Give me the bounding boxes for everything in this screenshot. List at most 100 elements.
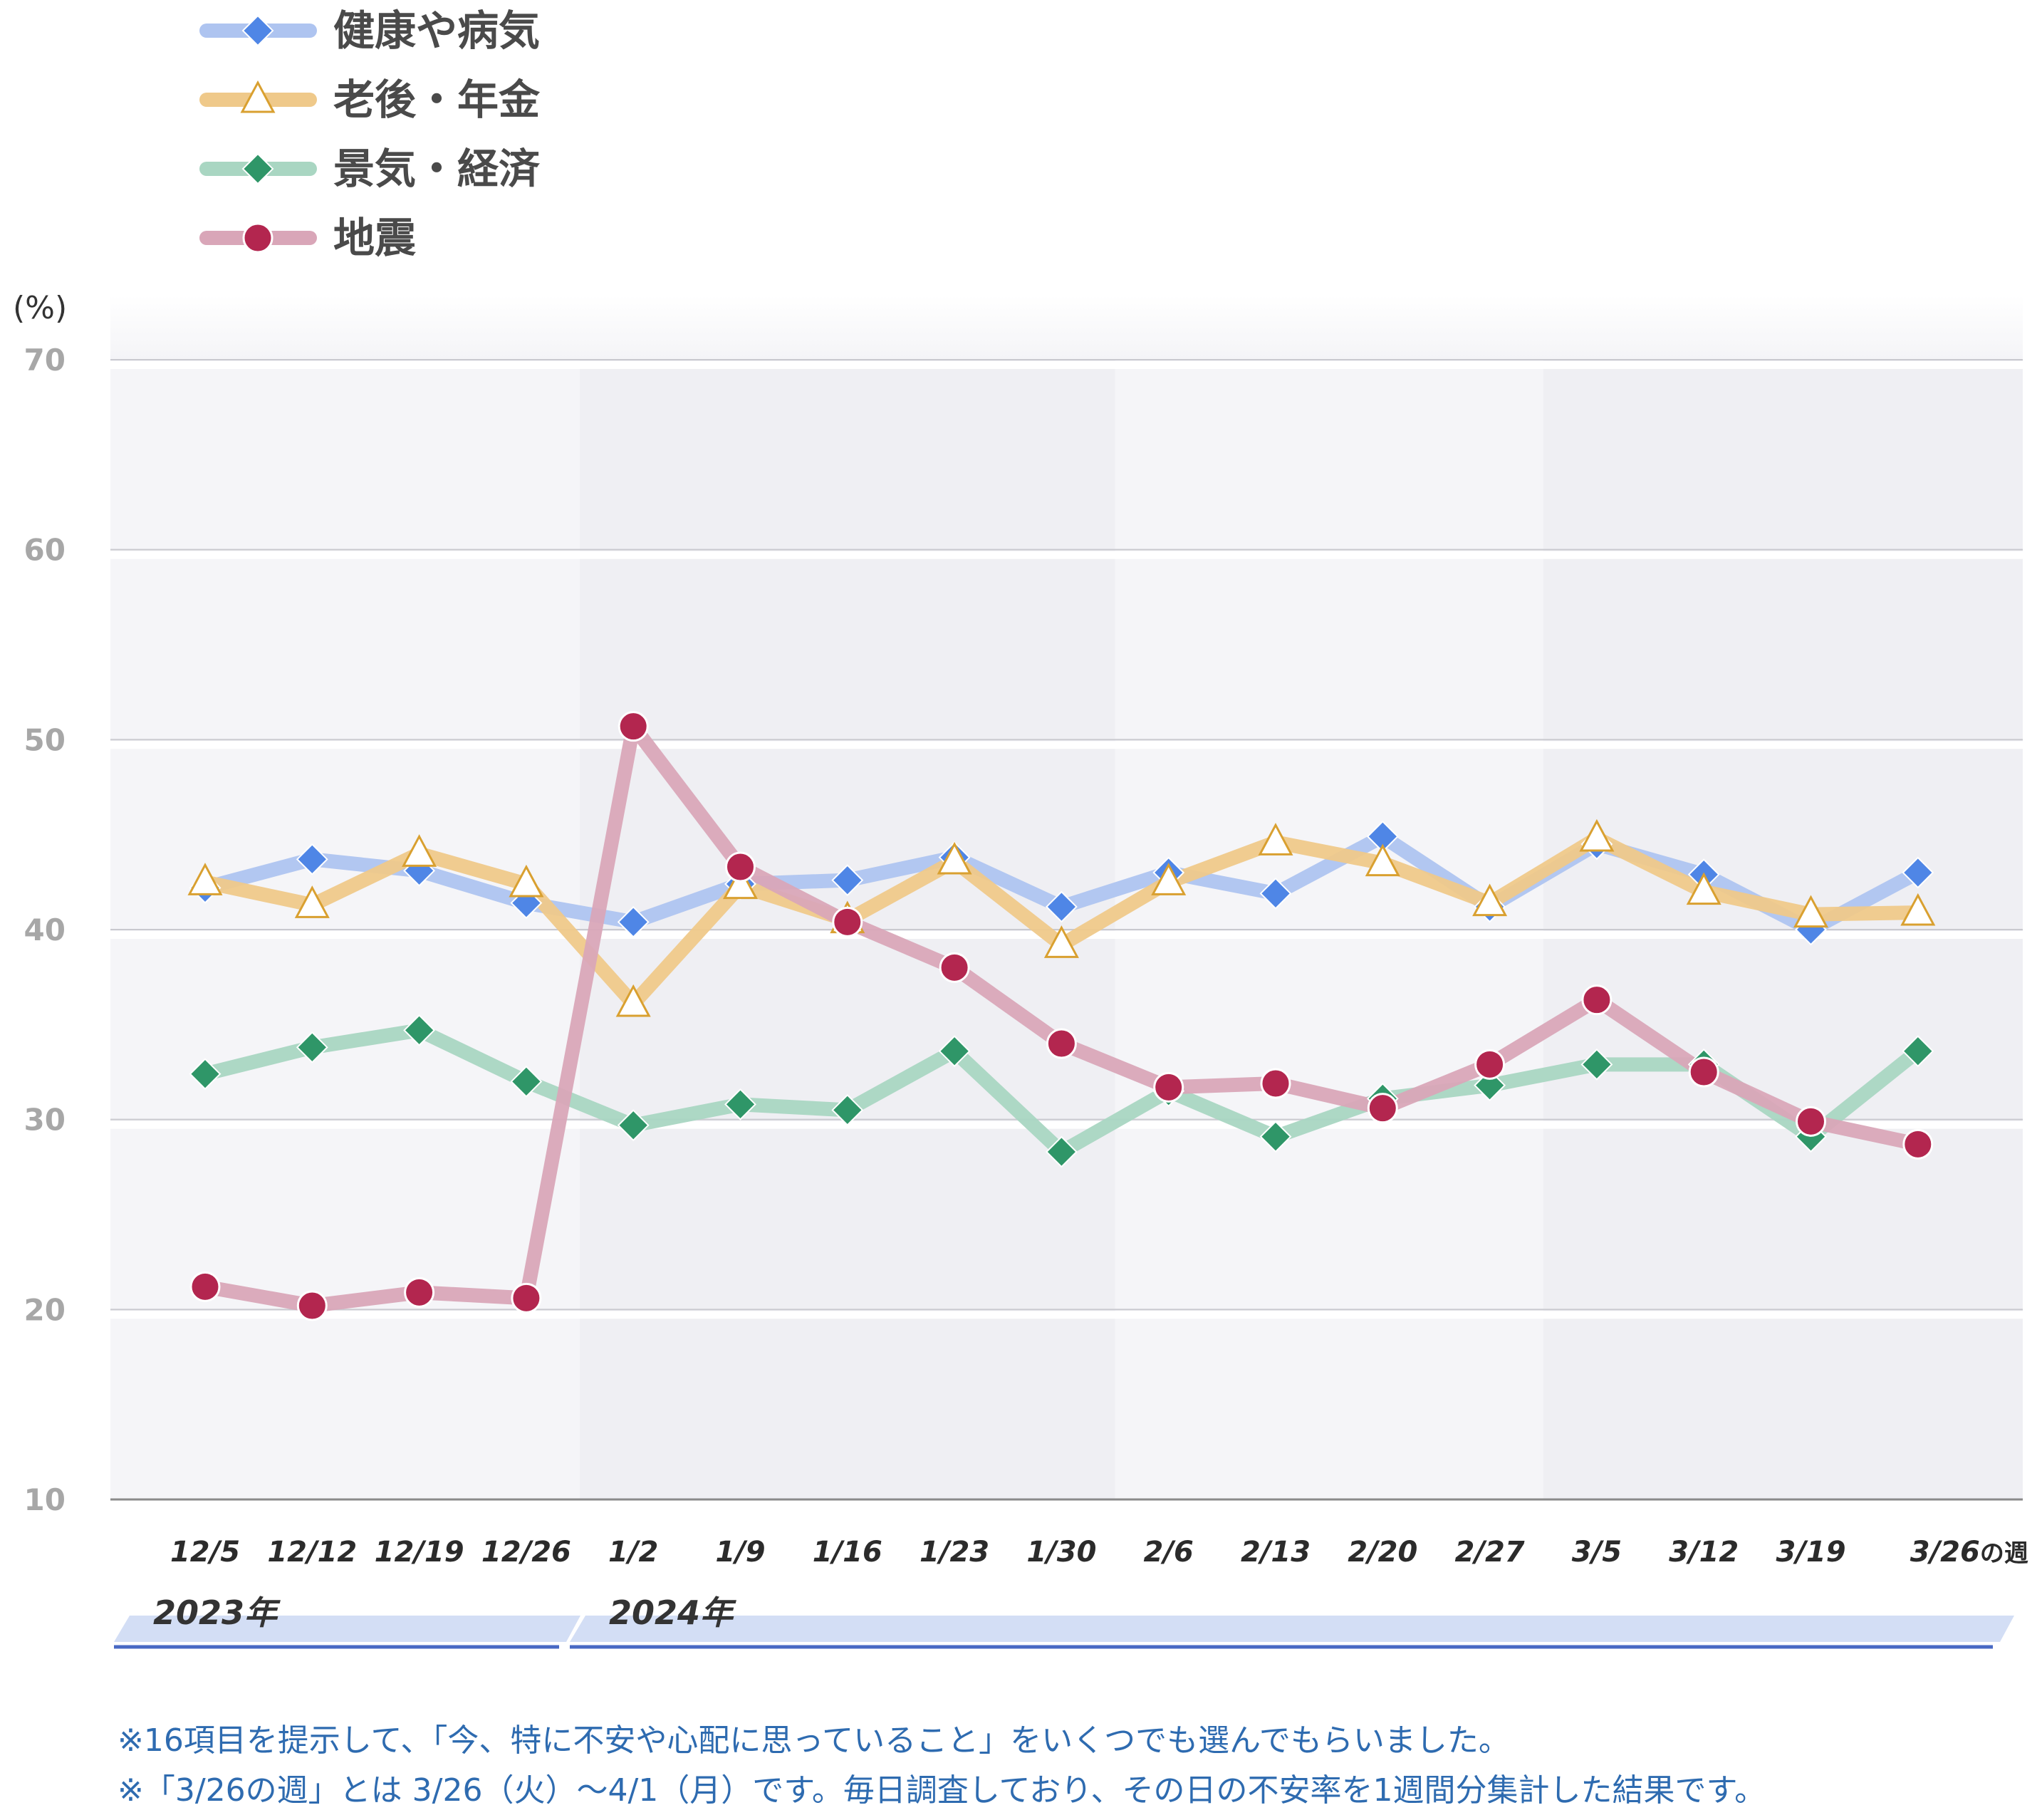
data-point <box>618 711 649 742</box>
x-tick-label: 2/20 <box>1348 1536 1417 1569</box>
data-point <box>1474 1069 1506 1102</box>
data-point <box>1472 883 1508 917</box>
data-point <box>1793 895 1829 928</box>
data-point <box>615 984 651 1017</box>
data-point <box>1902 1128 1934 1160</box>
data-point <box>296 1290 328 1321</box>
data-point <box>403 1014 436 1046</box>
data-point <box>1686 872 1721 905</box>
data-point <box>1260 1068 1291 1099</box>
data-point <box>240 80 276 113</box>
legend-label: 地震 <box>333 214 416 262</box>
data-point <box>509 864 544 898</box>
legend-label: 老後・年金 <box>333 76 541 124</box>
legend-item: 老後・年金 <box>199 76 541 124</box>
data-point <box>831 1093 864 1126</box>
footnotes: ※16項目を提示して、「今、特に不安や心配に思っていること」をいくつでも選んでも… <box>118 1722 1766 1809</box>
data-point <box>296 843 328 875</box>
x-tick-label: 1/2 <box>608 1536 658 1569</box>
x-tick-label: 12/26 <box>481 1536 571 1569</box>
data-point <box>617 1109 650 1142</box>
grid-gap-30 <box>110 1120 2023 1129</box>
x-tick-label: 2/27 <box>1455 1536 1525 1569</box>
y-tick-label: 30 <box>24 1103 66 1138</box>
x-tick-label: 12/5 <box>170 1536 240 1569</box>
data-point <box>1796 1106 1826 1137</box>
series-markers-老後・年金 <box>187 818 1936 1017</box>
data-point <box>831 864 864 897</box>
data-point <box>1581 984 1613 1016</box>
data-point <box>189 1271 221 1302</box>
grid-gap-70 <box>110 361 2023 369</box>
grid-gap-50 <box>110 741 2023 749</box>
data-point <box>404 1276 435 1308</box>
x-tick-label: 2/13 <box>1241 1536 1311 1569</box>
x-tick-label: 12/19 <box>375 1536 464 1569</box>
year-label: 2024年 <box>609 1593 736 1632</box>
data-point <box>1579 818 1615 852</box>
data-point <box>937 841 972 875</box>
data-point <box>1365 843 1400 877</box>
y-tick-label: 60 <box>24 533 66 568</box>
data-point <box>187 863 223 895</box>
footnote: ※「3/26の週」とは 3/26（火）～4/1（月）です。毎日調査しており、その… <box>118 1772 1766 1809</box>
data-point <box>189 1058 222 1091</box>
data-point <box>241 14 274 47</box>
y-axis-ticks: 10 20 30 40 50 60 70 <box>24 343 66 1517</box>
data-point <box>1045 890 1078 923</box>
grid-gap-20 <box>110 1311 2023 1319</box>
data-point <box>294 885 330 918</box>
x-tick-label: 3/19 <box>1776 1536 1845 1569</box>
year-band <box>114 1616 580 1642</box>
legend-item: 地震 <box>199 214 416 262</box>
data-point <box>241 152 274 185</box>
data-point <box>1258 823 1293 856</box>
y-tick-label: 40 <box>24 912 66 947</box>
year-bands: 2023年 2024年 <box>114 1593 2014 1649</box>
data-point <box>511 1282 542 1314</box>
data-point <box>510 1065 543 1098</box>
data-point <box>1688 1056 1719 1088</box>
data-point <box>1367 1093 1398 1124</box>
footnote: ※16項目を提示して、「今、特に不安や心配に思っていること」をいくつでも選んでも… <box>118 1722 1510 1759</box>
year-band <box>570 1616 2014 1642</box>
legend-item: 景気・経済 <box>199 145 541 193</box>
data-point <box>296 1031 328 1064</box>
x-tick-label: 1/30 <box>1026 1536 1096 1569</box>
data-point <box>1474 1049 1506 1080</box>
x-tick-label: 3/26の週 <box>1910 1536 2028 1569</box>
plot-top-fade <box>110 296 2023 360</box>
data-point <box>242 222 274 254</box>
legend-label: 景気・経済 <box>333 145 541 193</box>
y-axis-unit: (%) <box>13 290 67 326</box>
series-group <box>187 711 1936 1321</box>
data-point <box>1900 893 1936 926</box>
data-point <box>1153 1071 1184 1103</box>
data-point <box>1259 1120 1292 1153</box>
y-tick-label: 10 <box>24 1482 66 1517</box>
data-point <box>939 952 970 983</box>
data-point <box>725 851 756 883</box>
x-tick-label: 3/5 <box>1572 1536 1622 1569</box>
data-point <box>938 1035 971 1068</box>
x-tick-label: 12/12 <box>267 1536 357 1569</box>
x-tick-label: 2/6 <box>1144 1536 1194 1569</box>
data-point <box>1259 877 1292 910</box>
data-point <box>1043 925 1079 958</box>
x-tick-label: 1/23 <box>920 1536 989 1569</box>
data-point <box>832 906 863 937</box>
data-point <box>722 866 759 900</box>
y-tick-label: 20 <box>24 1292 66 1327</box>
data-point <box>1045 1135 1078 1168</box>
y-tick-label: 50 <box>24 722 66 757</box>
data-point <box>1580 1048 1613 1081</box>
data-point <box>1902 1035 1934 1068</box>
grid-gap-10 <box>110 1501 2023 1509</box>
data-point <box>402 834 437 867</box>
data-point <box>1151 863 1187 895</box>
legend-item: 健康や病気 <box>199 6 540 55</box>
data-point <box>617 905 650 938</box>
legend-label: 健康や病気 <box>333 6 540 55</box>
